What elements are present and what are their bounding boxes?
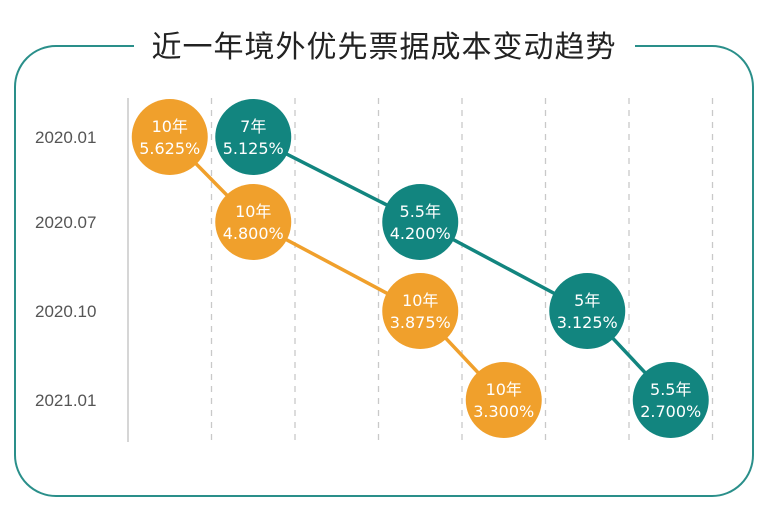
bubble-term-label: 5.5年 bbox=[650, 380, 691, 399]
y-tick-label: 2020.01 bbox=[35, 128, 96, 147]
bubble-rate-label: 3.300% bbox=[473, 402, 534, 421]
data-point-bubble bbox=[632, 362, 709, 438]
bubble-rate-label: 4.200% bbox=[390, 224, 451, 243]
chart-title-text: 近一年境外优先票据成本变动趋势 bbox=[133, 30, 635, 65]
data-point-bubble bbox=[382, 184, 459, 260]
bubble-term-label: 5年 bbox=[574, 291, 600, 310]
series-line bbox=[252, 135, 673, 402]
data-point-bubble bbox=[549, 273, 626, 349]
bubble-rate-label: 2.700% bbox=[640, 402, 701, 421]
bubble-term-label: 10年 bbox=[152, 117, 188, 136]
bubble-term-label: 5.5年 bbox=[400, 202, 441, 221]
bubble-term-label: 7年 bbox=[240, 117, 266, 136]
data-point-bubble bbox=[215, 184, 292, 260]
y-tick-label: 2021.01 bbox=[35, 391, 96, 410]
data-point-bubble bbox=[131, 99, 208, 175]
data-point-bubble bbox=[465, 362, 542, 438]
bubble-rate-label: 5.625% bbox=[139, 139, 200, 158]
bubble-term-label: 10年 bbox=[235, 202, 271, 221]
data-point-bubble bbox=[382, 273, 459, 349]
bubble-rate-label: 3.875% bbox=[390, 313, 451, 332]
bubble-term-label: 10年 bbox=[402, 291, 438, 310]
y-tick-label: 2020.10 bbox=[35, 302, 96, 321]
bubble-rate-label: 3.125% bbox=[557, 313, 618, 332]
bubble-term-label: 10年 bbox=[486, 380, 522, 399]
data-point-bubble bbox=[215, 99, 292, 175]
series-line bbox=[168, 135, 506, 402]
bubble-rate-label: 4.800% bbox=[223, 224, 284, 243]
chart-title: 近一年境外优先票据成本变动趋势 bbox=[0, 22, 768, 66]
bubble-rate-label: 5.125% bbox=[223, 139, 284, 158]
y-tick-label: 2020.07 bbox=[35, 213, 96, 232]
